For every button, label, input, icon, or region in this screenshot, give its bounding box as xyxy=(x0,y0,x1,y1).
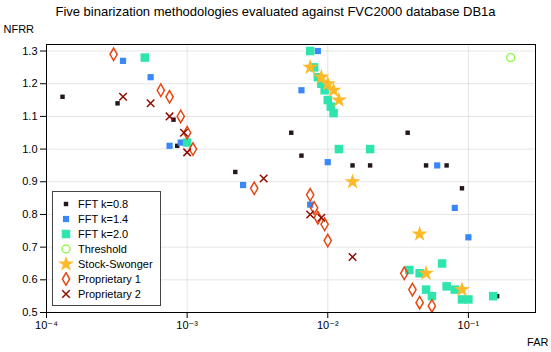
html-text:FFT k=2.0: FFT k=2.0 xyxy=(78,227,129,240)
html-text:FFT k=0.8: FFT k=0.8 xyxy=(78,197,129,210)
svg-text:10⁻³: 10⁻³ xyxy=(176,319,198,331)
svg-text:0.8: 0.8 xyxy=(22,208,37,220)
svg-text:10⁻¹: 10⁻¹ xyxy=(458,319,480,331)
html-text:Threshold: Threshold xyxy=(78,242,127,255)
svg-text:0.9: 0.9 xyxy=(22,175,37,187)
html-text:Proprietary 2: Proprietary 2 xyxy=(78,287,141,300)
svg-text:1.1: 1.1 xyxy=(22,110,37,122)
svg-text:1.3: 1.3 xyxy=(22,45,37,57)
svg-text:FAR: FAR xyxy=(527,336,548,348)
svg-text:NFRR: NFRR xyxy=(4,23,35,35)
html-text:Five binarization methodologie: Five binarization methodologies evaluate… xyxy=(55,4,496,19)
html-text:Stock-Swonger: Stock-Swonger xyxy=(78,257,153,270)
svg-text:1.0: 1.0 xyxy=(22,143,37,155)
svg-text:1.2: 1.2 xyxy=(22,77,37,89)
html-text:FFT k=1.4: FFT k=1.4 xyxy=(78,212,129,225)
svg-text:10⁻⁴: 10⁻⁴ xyxy=(35,319,58,331)
svg-text:10⁻²: 10⁻² xyxy=(317,319,339,331)
svg-text:0.6: 0.6 xyxy=(22,273,37,285)
svg-text:0.5: 0.5 xyxy=(22,306,37,318)
html-text:Proprietary 1: Proprietary 1 xyxy=(78,272,141,285)
svg-text:0.7: 0.7 xyxy=(22,241,37,253)
